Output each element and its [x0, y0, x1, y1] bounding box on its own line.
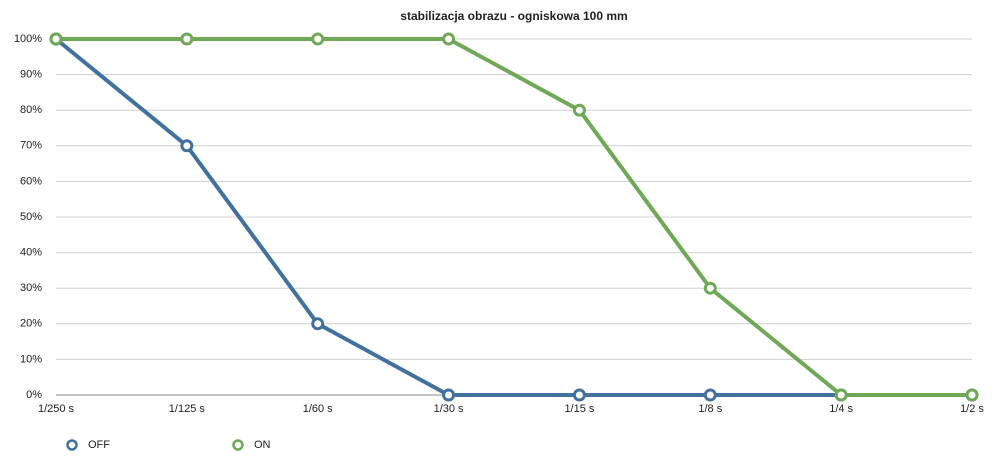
data-point	[442, 32, 456, 46]
legend-marker	[66, 439, 78, 451]
data-point	[703, 388, 717, 402]
y-tick-label: 90%	[20, 69, 42, 81]
data-point	[311, 317, 325, 331]
y-tick-label: 100%	[14, 33, 42, 45]
data-point	[834, 388, 848, 402]
y-tick-label: 40%	[20, 247, 42, 259]
data-point	[965, 388, 979, 402]
y-tick-label: 80%	[20, 104, 42, 116]
x-tick-label: 1/2 s	[960, 403, 984, 415]
data-point	[572, 388, 586, 402]
x-tick-label: 1/30 s	[434, 403, 464, 415]
x-tick-label: 1/125 s	[169, 403, 206, 415]
x-tick-label: 1/250 s	[38, 403, 75, 415]
y-tick-label: 60%	[20, 175, 42, 187]
y-tick-label: 0%	[26, 389, 42, 401]
series-line	[54, 37, 972, 397]
x-tick-label: 1/15 s	[564, 403, 594, 415]
x-tick-label: 1/60 s	[303, 403, 333, 415]
data-point	[311, 32, 325, 46]
data-point	[180, 139, 194, 153]
legend-label: ON	[254, 439, 271, 451]
x-tick-label: 1/4 s	[829, 403, 853, 415]
legend-label: OFF	[88, 439, 110, 451]
data-point	[49, 32, 63, 46]
y-tick-label: 50%	[20, 211, 42, 223]
series-line	[56, 37, 972, 397]
y-tick-label: 20%	[20, 318, 42, 330]
y-tick-label: 10%	[20, 353, 42, 365]
x-tick-label: 1/8 s	[698, 403, 722, 415]
data-point	[442, 388, 456, 402]
data-point	[572, 103, 586, 117]
data-point	[703, 281, 717, 295]
legend-marker	[232, 439, 244, 451]
chart-title: stabilizacja obrazu - ogniskowa 100 mm	[400, 9, 627, 23]
y-tick-label: 30%	[20, 282, 42, 294]
data-point	[180, 32, 194, 46]
y-tick-label: 70%	[20, 140, 42, 152]
